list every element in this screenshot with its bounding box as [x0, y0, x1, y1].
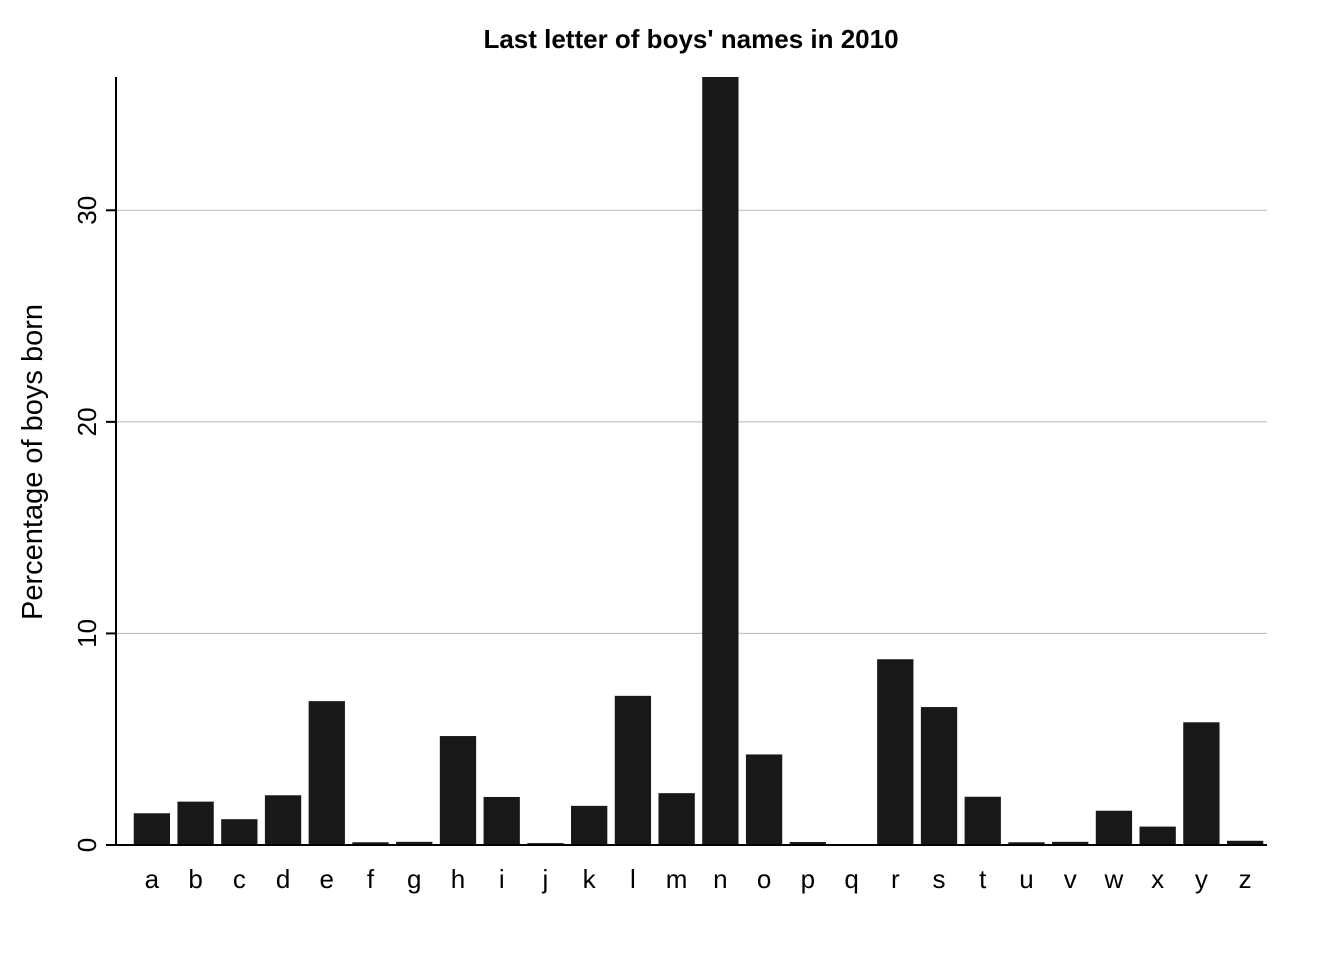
bar-d	[264, 795, 302, 845]
bar-z	[1226, 840, 1264, 845]
y-tick-label: 30	[72, 196, 102, 225]
bar-o	[745, 754, 783, 845]
y-tick-label: 0	[72, 838, 102, 852]
x-tick-label-l: l	[630, 864, 636, 894]
x-tick-label-f: f	[367, 864, 375, 894]
y-tick-label: 20	[72, 407, 102, 436]
bar-p	[789, 842, 826, 845]
bar-y	[1183, 722, 1220, 845]
x-tick-label-w: w	[1104, 864, 1124, 894]
x-tick-label-j: j	[542, 864, 549, 894]
axes	[106, 77, 1267, 846]
bar-e	[308, 701, 345, 845]
bar-h	[439, 736, 477, 845]
x-tick-label-c: c	[233, 864, 246, 894]
y-tick-labels: 0 10 20 30	[72, 196, 102, 852]
bar-u	[1008, 842, 1045, 845]
bar-l	[614, 695, 652, 845]
x-tick-label-o: o	[757, 864, 771, 894]
bar-a	[133, 813, 171, 845]
x-tick-label-u: u	[1019, 864, 1033, 894]
x-tick-label-v: v	[1064, 864, 1077, 894]
bar-n	[702, 77, 739, 845]
bar-s	[920, 707, 958, 845]
bar-v	[1052, 841, 1089, 845]
y-tick-label: 10	[72, 619, 102, 648]
x-tick-label-y: y	[1195, 864, 1208, 894]
x-tick-label-g: g	[407, 864, 421, 894]
bar-m	[658, 793, 695, 845]
x-tick-label-n: n	[713, 864, 727, 894]
x-tick-label-x: x	[1151, 864, 1164, 894]
bar-r	[877, 659, 914, 845]
bars	[133, 77, 1264, 846]
x-tick-label-b: b	[188, 864, 202, 894]
x-tick-label-p: p	[801, 864, 815, 894]
x-tick-label-a: a	[145, 864, 160, 894]
bar-k	[571, 805, 608, 845]
x-tick-label-m: m	[666, 864, 688, 894]
x-tick-label-k: k	[583, 864, 597, 894]
y-axis-label: Percentage of boys born	[17, 304, 49, 620]
x-tick-label-q: q	[844, 864, 858, 894]
x-tick-label-i: i	[499, 864, 505, 894]
x-tick-label-e: e	[320, 864, 334, 894]
x-tick-label-s: s	[933, 864, 946, 894]
chart-title: Last letter of boys' names in 2010	[483, 24, 898, 54]
x-tick-label-r: r	[891, 864, 900, 894]
bar-x	[1139, 826, 1176, 845]
x-tick-label-t: t	[979, 864, 987, 894]
x-tick-label-h: h	[451, 864, 465, 894]
bar-b	[177, 801, 214, 845]
bar-f	[352, 842, 389, 845]
bar-w	[1095, 810, 1133, 845]
bar-c	[221, 819, 258, 845]
bar-g	[396, 841, 433, 845]
bar-t	[964, 796, 1001, 845]
gridlines	[116, 209, 1267, 634]
bar-i	[483, 796, 520, 845]
x-tick-label-d: d	[276, 864, 290, 894]
x-tick-label-z: z	[1239, 864, 1252, 894]
